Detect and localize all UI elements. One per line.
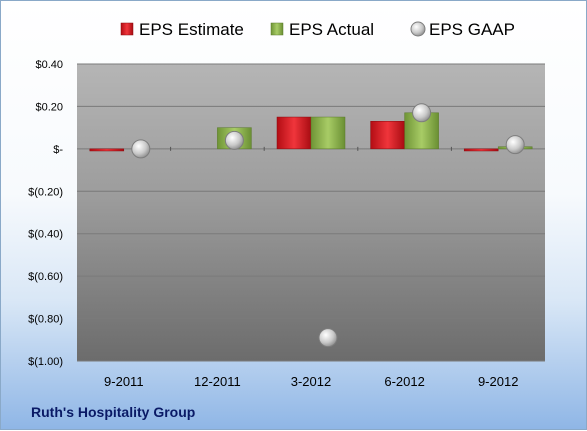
y-tick-label: $(0.80) [28, 314, 63, 326]
x-tick-label: 3-2012 [291, 374, 331, 389]
legend-actual-label: EPS Actual [289, 20, 374, 39]
legend-estimate-swatch [120, 22, 134, 36]
y-tick-label: $(1.00) [28, 356, 63, 368]
y-tick-label: $- [53, 144, 63, 156]
x-tick-label: 6-2012 [384, 374, 424, 389]
y-tick-label: $(0.40) [28, 229, 63, 241]
company-name: Ruth's Hospitality Group [31, 404, 196, 420]
plot-area [77, 64, 545, 361]
y-tick-label: $(0.20) [28, 186, 63, 198]
actual-bar [310, 116, 346, 150]
estimate-bar [276, 116, 312, 150]
x-tick-label: 9-2011 [104, 374, 144, 389]
y-tick-label: $0.20 [35, 101, 63, 113]
estimate-bar [89, 148, 125, 152]
legend-gaap-swatch [410, 21, 426, 37]
gaap-point [131, 139, 151, 159]
estimate-bar [463, 148, 499, 152]
estimate-bar [370, 121, 405, 150]
x-tick-label: 9-2012 [478, 374, 518, 389]
y-tick-label: $0.40 [35, 59, 63, 71]
gaap-point [505, 135, 525, 155]
y-tick-label: $(0.60) [28, 271, 63, 283]
legend-estimate-label: EPS Estimate [139, 20, 244, 39]
legend-gaap-label: EPS GAAP [429, 20, 515, 39]
x-tick-label: 12-2011 [194, 374, 241, 389]
gaap-point [412, 103, 432, 123]
legend-actual-swatch [270, 22, 284, 36]
gaap-point [318, 328, 338, 348]
gaap-point [224, 130, 244, 150]
